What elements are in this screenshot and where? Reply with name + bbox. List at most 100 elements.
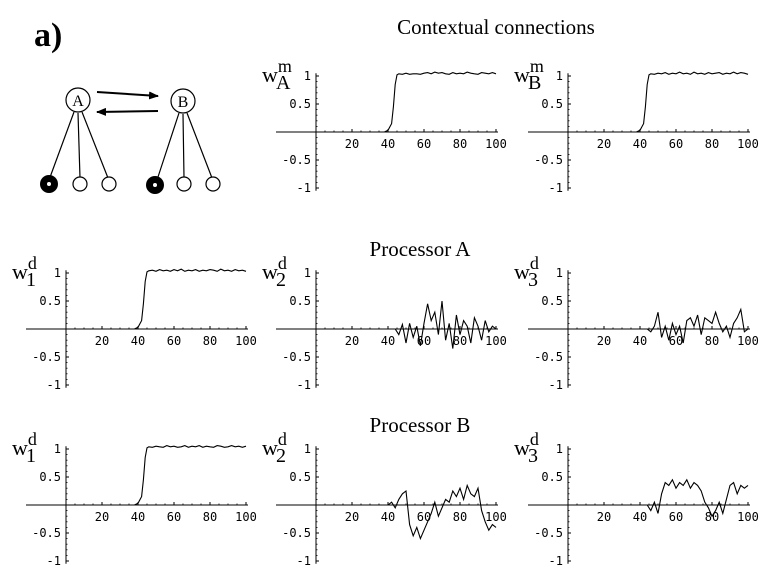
x-tick-label: 20 [597, 137, 611, 151]
data-line [568, 307, 749, 344]
x-tick-label: 80 [453, 334, 467, 348]
data-line [568, 478, 749, 518]
panel-y-label: wd 2 [262, 253, 287, 291]
network-diagram: A B [40, 87, 221, 194]
x-tick-label: 20 [95, 510, 109, 524]
y-tick-label: 0.5 [541, 470, 563, 484]
label-superscript: d [278, 429, 287, 449]
node-a [65, 87, 91, 113]
y-tick-label: -1 [297, 378, 311, 392]
y-tick-label: -0.5 [534, 153, 563, 167]
y-tick-label: -0.5 [282, 350, 311, 364]
y-tick-label: 0.5 [541, 97, 563, 111]
x-tick-label: 100 [737, 510, 759, 524]
y-tick-label: 0.5 [541, 294, 563, 308]
x-tick-label: 40 [381, 137, 395, 151]
y-tick-label: 1 [304, 69, 311, 83]
panel-y-label: wd 2 [262, 429, 287, 467]
x-tick-label: 60 [669, 510, 683, 524]
x-tick-label: 20 [597, 334, 611, 348]
y-tick-label: -1 [549, 181, 563, 195]
label-subscript: A [276, 72, 291, 94]
y-tick-label: 0.5 [289, 470, 311, 484]
edge-b-2 [182, 113, 185, 179]
panel-label: a) [34, 17, 62, 54]
x-tick-label: 80 [203, 334, 217, 348]
input-unit-b-3 [205, 176, 221, 192]
label-base: w [12, 259, 28, 284]
section-title-contextual: Contextual connections [397, 15, 595, 39]
label-superscript: d [278, 253, 287, 273]
label-subscript: B [528, 72, 541, 94]
x-tick-label: 40 [381, 510, 395, 524]
y-tick-label: 1 [54, 266, 61, 280]
x-tick-label: 20 [95, 334, 109, 348]
x-tick-label: 100 [235, 334, 257, 348]
arrow-a-to-b [96, 91, 159, 100]
y-tick-label: 0.5 [39, 470, 61, 484]
x-tick-label: 40 [633, 510, 647, 524]
x-tick-label: 100 [485, 510, 507, 524]
y-tick-label: 1 [556, 69, 563, 83]
edge-a-3 [81, 111, 109, 179]
panel-y-label: wm B [514, 56, 544, 94]
panel-y-label: wd 3 [514, 253, 539, 291]
y-tick-label: -1 [297, 181, 311, 195]
label-base: w [12, 435, 28, 460]
x-tick-label: 60 [669, 334, 683, 348]
data-line [316, 483, 497, 541]
x-tick-label: 80 [705, 334, 719, 348]
label-base: w [262, 62, 278, 87]
y-tick-label: 1 [556, 266, 563, 280]
y-tick-label: -0.5 [32, 350, 61, 364]
label-superscript: d [530, 429, 539, 449]
input-unit-a-3 [101, 176, 117, 192]
chart-panel: 20 40 60 80 100 1 0.5 -0.5 -1 wm B [514, 56, 759, 195]
input-unit-b-2 [176, 176, 192, 192]
x-tick-label: 60 [417, 510, 431, 524]
y-tick-label: -0.5 [282, 526, 311, 540]
label-subscript: 1 [26, 269, 36, 291]
x-tick-label: 40 [633, 137, 647, 151]
label-base: w [514, 259, 530, 284]
x-tick-label: 80 [705, 137, 719, 151]
panel-y-label: wd 1 [12, 253, 37, 291]
y-tick-label: 0.5 [39, 294, 61, 308]
y-tick-label: -0.5 [534, 350, 563, 364]
section-title-processor-b: Processor B [370, 413, 471, 437]
x-tick-label: 20 [345, 510, 359, 524]
y-tick-label: -0.5 [32, 526, 61, 540]
label-subscript: 1 [26, 445, 36, 467]
y-tick-label: 0.5 [289, 97, 311, 111]
node-b [170, 88, 196, 114]
active-input-dot-b [153, 183, 157, 187]
node-b-label: B [178, 94, 189, 111]
label-subscript: 2 [276, 269, 286, 291]
x-tick-label: 60 [669, 137, 683, 151]
x-tick-label: 40 [131, 510, 145, 524]
y-tick-label: 1 [304, 442, 311, 456]
y-tick-label: 1 [54, 442, 61, 456]
x-tick-label: 100 [737, 137, 759, 151]
y-tick-label: -1 [47, 554, 61, 568]
edge-a-1 [48, 111, 75, 181]
panel-y-label: wd 1 [12, 429, 37, 467]
label-subscript: 3 [528, 269, 538, 291]
y-tick-label: 1 [304, 266, 311, 280]
x-tick-label: 60 [417, 137, 431, 151]
label-superscript: m [530, 56, 544, 76]
x-tick-label: 40 [131, 334, 145, 348]
y-tick-label: -1 [549, 554, 563, 568]
label-base: w [262, 435, 278, 460]
label-superscript: d [28, 253, 37, 273]
data-line [316, 71, 497, 133]
edge-b-3 [186, 112, 213, 179]
label-superscript: d [28, 429, 37, 449]
y-tick-label: -1 [297, 554, 311, 568]
x-tick-label: 20 [345, 334, 359, 348]
panel-y-label: wm A [262, 56, 292, 94]
